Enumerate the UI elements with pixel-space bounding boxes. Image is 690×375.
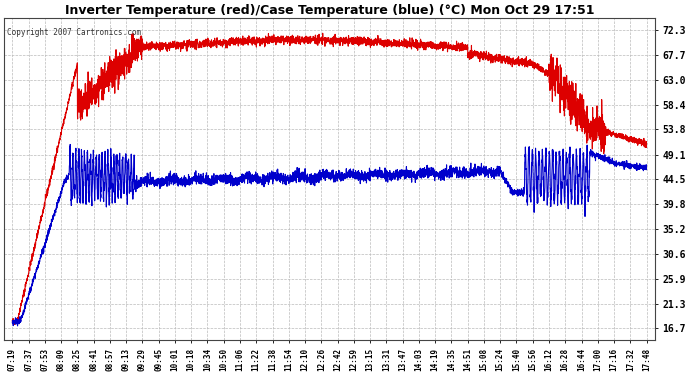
Text: Copyright 2007 Cartronics.com: Copyright 2007 Cartronics.com <box>8 28 141 37</box>
Title: Inverter Temperature (red)/Case Temperature (blue) (°C) Mon Oct 29 17:51: Inverter Temperature (red)/Case Temperat… <box>65 4 594 17</box>
